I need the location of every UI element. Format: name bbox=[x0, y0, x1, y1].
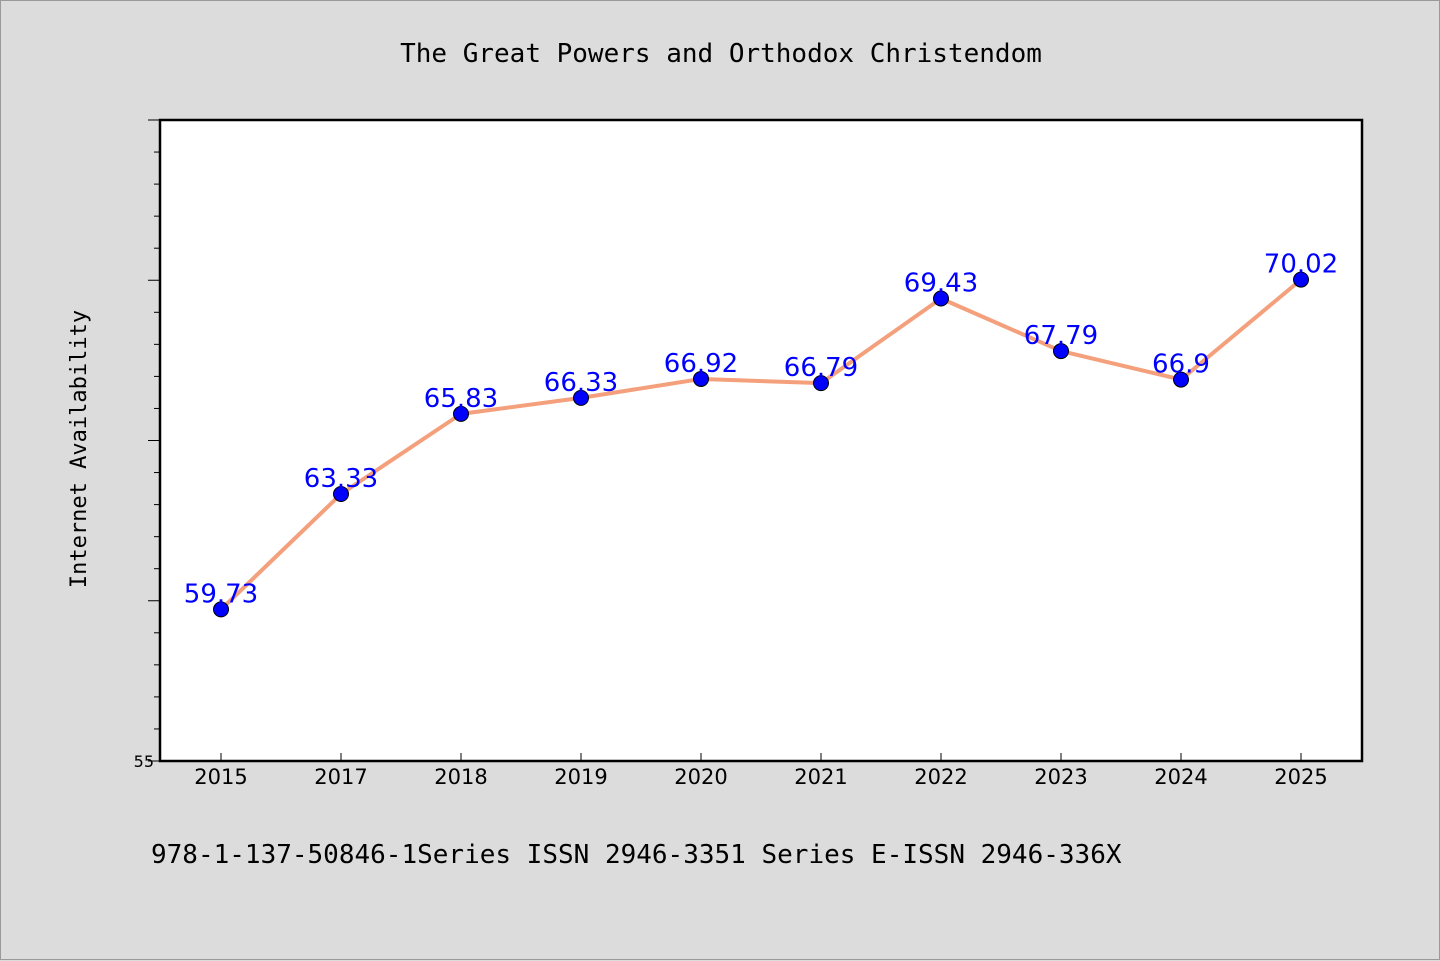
data-point bbox=[1293, 271, 1309, 288]
data-label: 63.33 bbox=[304, 464, 378, 494]
data-point bbox=[573, 389, 589, 406]
x-tick-label: 2021 bbox=[794, 765, 847, 789]
data-label: 66.79 bbox=[784, 353, 858, 383]
data-point bbox=[933, 290, 949, 307]
chart-title: The Great Powers and Orthodox Christendo… bbox=[400, 39, 1042, 69]
series-markers bbox=[213, 271, 1309, 618]
data-point bbox=[453, 405, 469, 422]
x-tick-label: 2023 bbox=[1034, 765, 1087, 789]
data-label: 66.9 bbox=[1152, 350, 1210, 380]
x-tick-label: 2024 bbox=[1154, 765, 1207, 789]
y-axis-labels: 55 bbox=[134, 752, 154, 771]
footer-isbn: 978-1-137-50846-1Series ISSN 2946-3351 S… bbox=[151, 840, 1122, 870]
plot-area bbox=[158, 118, 1364, 763]
data-label: 65.83 bbox=[424, 384, 498, 414]
x-tick-label: 2015 bbox=[194, 765, 247, 789]
data-point bbox=[213, 601, 229, 618]
data-label: 70.02 bbox=[1264, 250, 1338, 280]
x-tick-label: 2025 bbox=[1274, 765, 1327, 789]
data-label: 66.33 bbox=[544, 368, 618, 398]
x-tick-label: 2022 bbox=[914, 765, 967, 789]
data-point bbox=[813, 375, 829, 392]
data-label: 67.79 bbox=[1024, 321, 1098, 351]
x-tick-label: 2017 bbox=[314, 765, 367, 789]
data-label: 59.73 bbox=[184, 579, 258, 609]
x-tick-label: 2018 bbox=[434, 765, 487, 789]
data-point bbox=[1173, 371, 1189, 388]
data-point bbox=[333, 486, 349, 503]
x-tick-label: 2019 bbox=[554, 765, 607, 789]
y-axis-ticks bbox=[148, 119, 160, 762]
x-tick-label: 2020 bbox=[674, 765, 727, 789]
data-point bbox=[693, 370, 709, 387]
x-axis-ticks bbox=[220, 753, 1302, 761]
x-axis-labels: 2015 2017 2018 2019 2020 2021 2022 2023 2024 2025 bbox=[194, 765, 1327, 789]
data-point bbox=[1053, 343, 1069, 360]
series-line bbox=[219, 278, 1303, 611]
y-axis-label: Internet Availability bbox=[67, 310, 92, 588]
data-label: 69.43 bbox=[904, 269, 978, 299]
data-labels: 59.73 63.33 65.83 66.33 66.92 66.79 69.43 67.79… bbox=[184, 250, 1338, 610]
data-label: 66.92 bbox=[664, 349, 738, 379]
y-tick-label: 55 bbox=[134, 752, 154, 771]
